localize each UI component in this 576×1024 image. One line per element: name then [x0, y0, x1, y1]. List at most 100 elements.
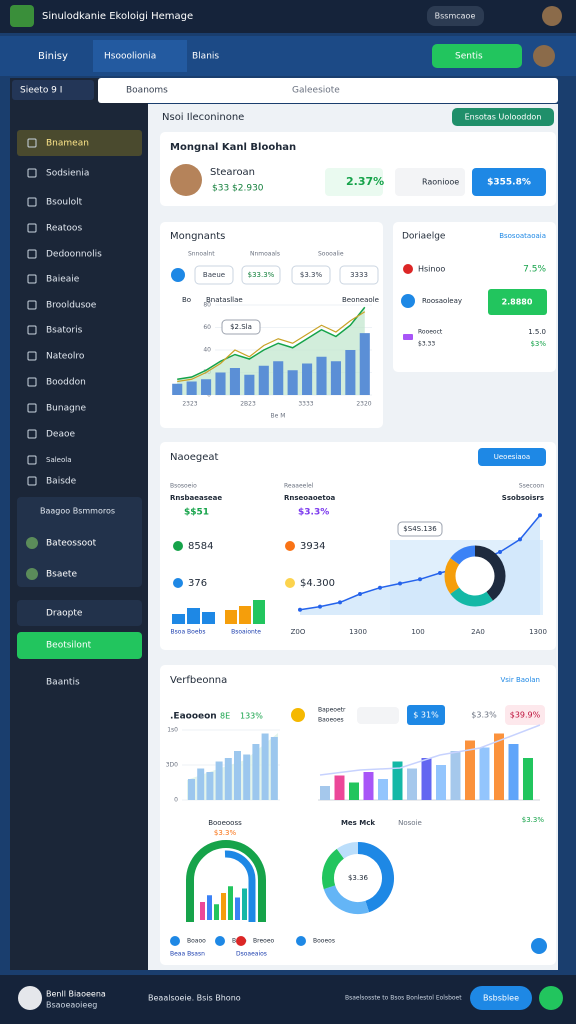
- icon: [27, 377, 37, 387]
- bar: [465, 740, 475, 800]
- label: Bsoaionte: [231, 629, 261, 636]
- button[interactable]: [432, 44, 522, 68]
- sidebar-item[interactable]: Sodsienia: [46, 169, 89, 179]
- button[interactable]: [531, 938, 547, 954]
- label: 133%: [240, 712, 263, 721]
- tab[interactable]: [93, 40, 187, 72]
- label: Binisy: [38, 51, 68, 62]
- y-tick-label: 1s0: [167, 727, 178, 734]
- search-bar[interactable]: [98, 78, 558, 103]
- button[interactable]: [470, 986, 532, 1010]
- x-tick-label: 1300: [349, 628, 367, 636]
- sidebar-item[interactable]: Bnamean: [46, 139, 89, 149]
- label: Mongnants: [170, 231, 225, 242]
- label: Beaalsoeie. Bsis Bhono: [148, 994, 241, 1003]
- active-item[interactable]: [17, 130, 142, 156]
- sidebar-item[interactable]: Draopte: [46, 609, 83, 619]
- sidebar-item[interactable]: Bsoulolt: [46, 198, 83, 208]
- point: [538, 513, 542, 518]
- avatar: [18, 986, 42, 1010]
- line: [177, 311, 366, 383]
- label: Snnoalnt: [188, 251, 215, 258]
- app-icon[interactable]: [10, 5, 34, 27]
- bar: [188, 779, 195, 800]
- button[interactable]: [472, 168, 546, 196]
- sidebar-item[interactable]: Bsaete: [46, 570, 77, 580]
- sidebar-item[interactable]: Brooldusoe: [46, 301, 97, 311]
- icon: [401, 294, 415, 308]
- bar: [421, 758, 432, 800]
- sidebar-item[interactable]: Bunagne: [46, 404, 87, 414]
- icon: [215, 936, 225, 946]
- bar: [224, 758, 232, 800]
- icon: [27, 403, 37, 413]
- donut-segment: [450, 587, 493, 607]
- button[interactable]: [407, 705, 445, 725]
- sidebar-item[interactable]: Bsatoris: [46, 326, 83, 336]
- avatar[interactable]: [533, 45, 555, 67]
- sidebar-item[interactable]: Saleola: [46, 456, 72, 464]
- sidebar-item[interactable]: Nateolro: [46, 352, 85, 362]
- label: Rnsbaeaseae: [170, 494, 222, 502]
- sidebar-item[interactable]: Baisde: [46, 477, 77, 487]
- donut-segment: [357, 842, 394, 913]
- icon: [27, 249, 37, 259]
- sidebar-item[interactable]: Deaoe: [46, 430, 75, 440]
- label: $3.3%: [214, 829, 237, 837]
- bar: [349, 782, 359, 800]
- label[interactable]: Bsosoataoaia: [499, 232, 546, 240]
- sidebar-item[interactable]: Dedoonnolis: [46, 250, 102, 260]
- label: $3.3%: [522, 816, 545, 824]
- button[interactable]: [488, 289, 547, 315]
- sidebar-item[interactable]: Bateossoot: [46, 539, 97, 549]
- button[interactable]: [427, 6, 484, 26]
- sidebar-item[interactable]: Beotsilont: [46, 641, 92, 651]
- label: Baoeoes: [318, 717, 344, 724]
- icon: [27, 138, 37, 148]
- point: [298, 607, 302, 612]
- icon: [296, 936, 306, 946]
- label: Rooeoct: [418, 329, 443, 336]
- label[interactable]: Vsir Baolan: [500, 676, 540, 684]
- axis-label: Be M: [271, 413, 286, 420]
- y-tick-label: 40: [203, 347, 211, 354]
- page-title: Nsoi Ileconinone: [162, 112, 244, 123]
- button-label: Bssmcaoe: [435, 12, 476, 21]
- label: Verfbeonna: [170, 675, 227, 686]
- icon: [285, 578, 295, 588]
- sidebar-item[interactable]: Booddon: [46, 378, 86, 388]
- bar: [202, 612, 215, 624]
- label: Bsaelsosste to Bsos Bonlestol Eolsboet: [345, 995, 462, 1002]
- line: [177, 306, 366, 380]
- annotation: $2.Sla: [230, 323, 252, 331]
- icon: [27, 325, 37, 335]
- icon: [26, 537, 38, 549]
- button[interactable]: [452, 108, 554, 126]
- button[interactable]: [539, 986, 563, 1010]
- icon: [27, 476, 37, 486]
- x-tick-label: 2320: [356, 401, 371, 408]
- bar: [207, 895, 212, 920]
- label: Mes Mck: [341, 819, 375, 827]
- label: Roosaoleay: [422, 297, 462, 305]
- sidebar-item[interactable]: Baieaie: [46, 275, 80, 285]
- sidebar-item[interactable]: Reatoos: [46, 224, 82, 234]
- active-item[interactable]: [17, 632, 142, 659]
- bar: [258, 365, 269, 395]
- sidebar-item[interactable]: Baantis: [46, 678, 80, 688]
- label: $3.3%: [298, 508, 329, 518]
- bar: [334, 775, 345, 800]
- donut-hole: [453, 554, 497, 598]
- label: Nnmoaals: [250, 251, 280, 258]
- label: Booeos: [313, 938, 335, 945]
- avatar[interactable]: [542, 6, 562, 26]
- legend-swatch: [403, 334, 413, 340]
- icon: [27, 351, 37, 361]
- label: Baeue: [203, 271, 225, 279]
- bar: [201, 379, 212, 395]
- button[interactable]: [478, 448, 546, 466]
- annotation-box: [397, 521, 443, 537]
- bar: [508, 744, 519, 800]
- bar: [302, 363, 313, 395]
